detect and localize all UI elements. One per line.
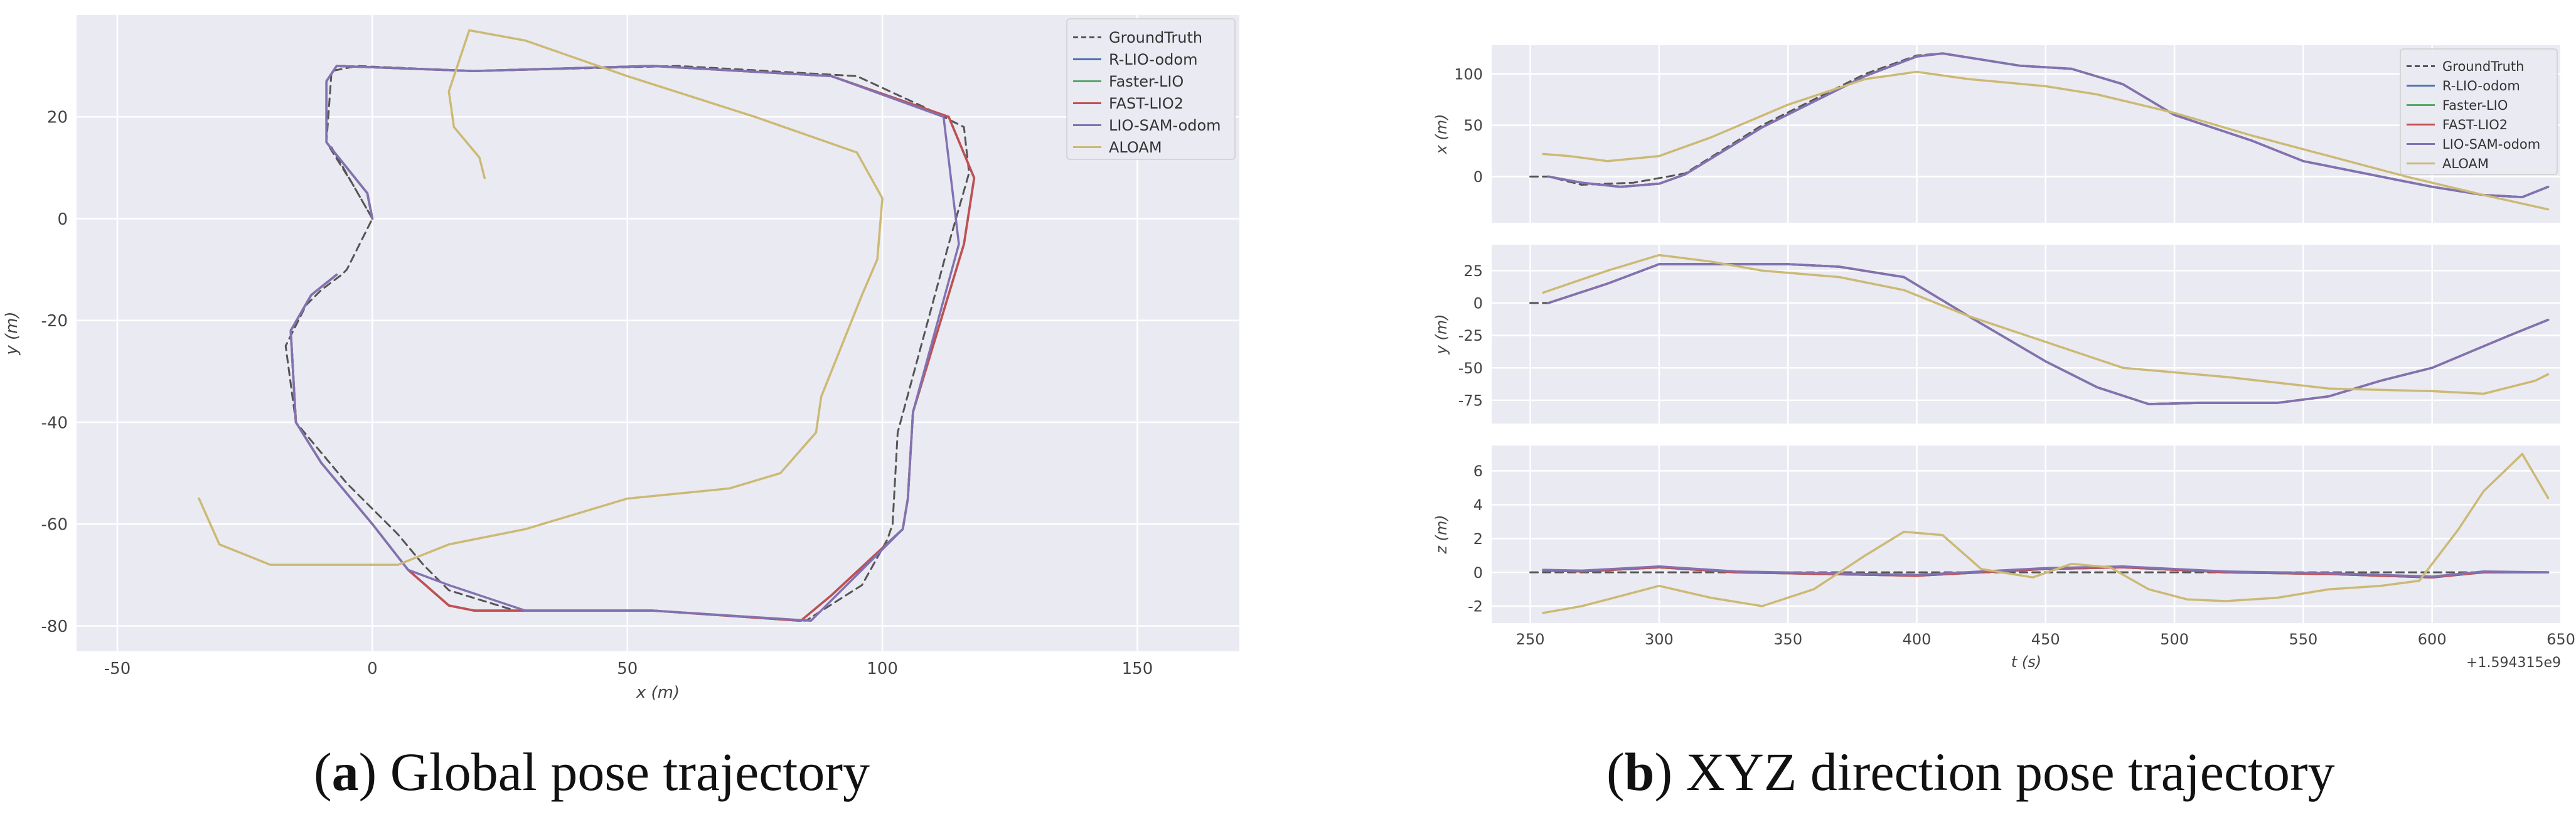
- global-plot-area: [77, 15, 1239, 651]
- global-y-tick-label: -40: [41, 414, 68, 432]
- y-vs-t-plot-area: [1492, 245, 2561, 424]
- z-vs-t-y-tick-label: 2: [1473, 530, 1483, 548]
- global-legend-label: R-LIO-odom: [1109, 51, 1197, 68]
- global-legend-label: ALOAM: [1109, 139, 1162, 156]
- x-vs-t-legend-label: LIO-SAM-odom: [2442, 137, 2540, 152]
- global-series-aloam: [198, 29, 884, 566]
- caption-a: (a) Global pose trajectory: [314, 742, 870, 802]
- z-vs-t-x-tick-label: 500: [2160, 631, 2189, 648]
- y-vs-t-y-tick-label: 0: [1473, 295, 1483, 312]
- y-vs-t-series-lio-sam-odom: [1547, 263, 2550, 405]
- z-vs-t-plot-area: [1492, 446, 2561, 623]
- z-vs-t-y-tick-label: 0: [1473, 564, 1483, 582]
- z-vs-t-x-tick-label: 650: [2547, 631, 2575, 648]
- global-series-lio-sam-odom: [289, 65, 960, 622]
- global-x-tick-label: 100: [867, 659, 898, 678]
- y-vs-t-series-aloam: [1542, 253, 2550, 395]
- caption-a-letter: a: [331, 742, 359, 802]
- z-vs-t-x-tick-label: 550: [2289, 631, 2317, 648]
- y-vs-t-y-tick-label: -25: [1458, 327, 1483, 344]
- z-vs-t-x-axis-label: t (s): [2011, 653, 2041, 671]
- x-vs-t-y-tick-label: 50: [1463, 117, 1483, 134]
- global-y-tick-label: -60: [41, 516, 68, 535]
- z-vs-t-x-tick-label: 400: [1903, 631, 1932, 648]
- global-legend-label: FAST-LIO2: [1109, 95, 1184, 112]
- global-legend-box: [1066, 18, 1236, 160]
- z-vs-t-y-tick-label: 4: [1473, 496, 1483, 514]
- y-vs-t-y-tick-label: -50: [1458, 360, 1483, 377]
- global-y-tick-label: 0: [57, 210, 68, 229]
- x-vs-t-legend-label: FAST-LIO2: [2442, 117, 2508, 132]
- global-x-tick-label: -50: [104, 659, 131, 678]
- caption-b: (b) XYZ direction pose trajectory: [1606, 742, 2335, 802]
- x-vs-t-y-axis-label: x (m): [1433, 114, 1450, 155]
- global-y-tick-label: -20: [41, 312, 68, 331]
- x-vs-t-legend-label: GroundTruth: [2442, 59, 2524, 74]
- global-x-tick-label: 0: [367, 659, 378, 678]
- z-vs-t-x-tick-label: 600: [2418, 631, 2447, 648]
- global-legend-label: LIO-SAM-odom: [1109, 117, 1221, 134]
- z-vs-t-x-tick-label: 350: [1773, 631, 1802, 648]
- x-vs-t-series-lio-sam-odom: [1547, 52, 2550, 198]
- z-vs-t-y-axis-label: z (m): [1433, 515, 1450, 554]
- x-vs-t-legend-label: R-LIO-odom: [2442, 78, 2520, 93]
- z-vs-t-y-tick-label: -2: [1468, 598, 1483, 616]
- z-vs-t-series-lio-sam-odom: [1542, 565, 2550, 578]
- global-x-tick-label: 150: [1122, 659, 1153, 678]
- y-vs-t-y-tick-label: -75: [1458, 392, 1483, 409]
- global-x-axis-label: x (m): [636, 683, 680, 702]
- global-y-tick-label: 20: [47, 109, 68, 127]
- z-vs-t-x-tick-label: 250: [1516, 631, 1545, 648]
- x-vs-t-series-aloam: [1542, 70, 2550, 211]
- global-legend-label: Faster-LIO: [1109, 73, 1184, 90]
- z-vs-t-series-aloam: [1542, 452, 2550, 614]
- x-vs-t-legend-label: Faster-LIO: [2442, 98, 2508, 113]
- y-vs-t-y-axis-label: y (m): [1433, 314, 1450, 355]
- global-legend-label: GroundTruth: [1109, 29, 1202, 46]
- z-vs-t-y-tick-label: 6: [1473, 462, 1483, 480]
- global-y-axis-label: y (m): [3, 311, 21, 355]
- x-vs-t-legend-box: [2400, 48, 2558, 175]
- x-vs-t-legend-label: ALOAM: [2442, 156, 2489, 171]
- x-vs-t-y-tick-label: 0: [1473, 168, 1483, 186]
- x-vs-t-plot-area: [1492, 45, 2561, 223]
- y-vs-t-y-tick-label: 25: [1463, 262, 1483, 280]
- caption-b-letter: b: [1624, 742, 1655, 802]
- x-vs-t-y-tick-label: 100: [1454, 65, 1483, 83]
- z-vs-t-x-tick-label: 450: [2031, 631, 2060, 648]
- global-y-tick-label: -80: [41, 617, 68, 636]
- z-vs-t-offset-text: +1.594315e9: [2466, 655, 2561, 671]
- z-vs-t-x-tick-label: 300: [1645, 631, 1674, 648]
- caption-a-text: Global pose trajectory: [390, 742, 870, 802]
- caption-b-text: XYZ direction pose trajectory: [1686, 742, 2335, 802]
- global-x-tick-label: 50: [617, 659, 638, 678]
